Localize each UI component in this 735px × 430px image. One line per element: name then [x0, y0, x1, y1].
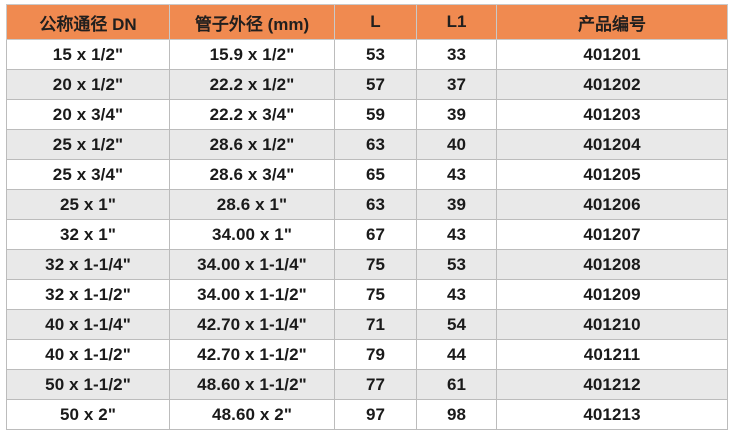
cell-product-number: 401208	[496, 249, 728, 280]
cell-nominal-diameter: 15 x 1/2"	[6, 39, 170, 70]
cell-product-number: 401209	[496, 279, 728, 310]
cell-pipe-outer-diameter: 22.2 x 3/4"	[169, 99, 335, 130]
cell-pipe-outer-diameter: 28.6 x 3/4"	[169, 159, 335, 190]
column-header-l: L	[334, 4, 417, 40]
cell-product-number: 401205	[496, 159, 728, 190]
cell-l: 75	[334, 249, 417, 280]
cell-l1: 39	[416, 189, 497, 220]
column-header-product-number: 产品编号	[496, 4, 728, 40]
cell-product-number: 401210	[496, 309, 728, 340]
cell-nominal-diameter: 20 x 3/4"	[6, 99, 170, 130]
cell-product-number: 401202	[496, 69, 728, 100]
cell-product-number: 401206	[496, 189, 728, 220]
cell-pipe-outer-diameter: 15.9 x 1/2"	[169, 39, 335, 70]
cell-pipe-outer-diameter: 28.6 x 1"	[169, 189, 335, 220]
cell-product-number: 401204	[496, 129, 728, 160]
table-row: 50 x 1-1/2" 48.60 x 1-1/2" 77 61 401212	[6, 369, 728, 400]
cell-l: 53	[334, 39, 417, 70]
column-header-nominal-diameter: 公称通径 DN	[6, 4, 170, 40]
table-row: 20 x 1/2" 22.2 x 1/2" 57 37 401202	[6, 69, 728, 100]
cell-l1: 37	[416, 69, 497, 100]
cell-l1: 33	[416, 39, 497, 70]
cell-product-number: 401201	[496, 39, 728, 70]
cell-nominal-diameter: 40 x 1-1/2"	[6, 339, 170, 370]
cell-l: 79	[334, 339, 417, 370]
cell-nominal-diameter: 25 x 3/4"	[6, 159, 170, 190]
table-row: 20 x 3/4" 22.2 x 3/4" 59 39 401203	[6, 99, 728, 130]
table-row: 15 x 1/2" 15.9 x 1/2" 53 33 401201	[6, 39, 728, 70]
cell-nominal-diameter: 32 x 1"	[6, 219, 170, 250]
cell-pipe-outer-diameter: 34.00 x 1"	[169, 219, 335, 250]
cell-pipe-outer-diameter: 34.00 x 1-1/4"	[169, 249, 335, 280]
table-header: 公称通径 DN 管子外径 (mm) L L1 产品编号	[6, 4, 728, 40]
cell-nominal-diameter: 25 x 1"	[6, 189, 170, 220]
table-row: 25 x 1/2" 28.6 x 1/2" 63 40 401204	[6, 129, 728, 160]
cell-l: 67	[334, 219, 417, 250]
cell-pipe-outer-diameter: 34.00 x 1-1/2"	[169, 279, 335, 310]
column-header-l1: L1	[416, 4, 497, 40]
cell-l1: 54	[416, 309, 497, 340]
cell-nominal-diameter: 50 x 2"	[6, 399, 170, 430]
table-row: 32 x 1-1/4" 34.00 x 1-1/4" 75 53 401208	[6, 249, 728, 280]
cell-nominal-diameter: 20 x 1/2"	[6, 69, 170, 100]
cell-l: 63	[334, 129, 417, 160]
cell-pipe-outer-diameter: 48.60 x 1-1/2"	[169, 369, 335, 400]
cell-l1: 43	[416, 159, 497, 190]
cell-l1: 44	[416, 339, 497, 370]
table-row: 25 x 1" 28.6 x 1" 63 39 401206	[6, 189, 728, 220]
cell-nominal-diameter: 50 x 1-1/2"	[6, 369, 170, 400]
cell-pipe-outer-diameter: 42.70 x 1-1/2"	[169, 339, 335, 370]
table-body: 15 x 1/2" 15.9 x 1/2" 53 33 401201 20 x 1/2" 2…	[6, 39, 728, 430]
cell-l: 63	[334, 189, 417, 220]
cell-l1: 98	[416, 399, 497, 430]
cell-product-number: 401211	[496, 339, 728, 370]
cell-pipe-outer-diameter: 28.6 x 1/2"	[169, 129, 335, 160]
table-row: 40 x 1-1/2" 42.70 x 1-1/2" 79 44 401211	[6, 339, 728, 370]
table-row: 32 x 1-1/2" 34.00 x 1-1/2" 75 43 401209	[6, 279, 728, 310]
cell-l1: 40	[416, 129, 497, 160]
cell-pipe-outer-diameter: 48.60 x 2"	[169, 399, 335, 430]
table-row: 40 x 1-1/4" 42.70 x 1-1/4" 71 54 401210	[6, 309, 728, 340]
table-row: 25 x 3/4" 28.6 x 3/4" 65 43 401205	[6, 159, 728, 190]
cell-l1: 61	[416, 369, 497, 400]
cell-nominal-diameter: 32 x 1-1/4"	[6, 249, 170, 280]
cell-product-number: 401212	[496, 369, 728, 400]
cell-pipe-outer-diameter: 22.2 x 1/2"	[169, 69, 335, 100]
cell-l: 75	[334, 279, 417, 310]
cell-product-number: 401203	[496, 99, 728, 130]
cell-nominal-diameter: 25 x 1/2"	[6, 129, 170, 160]
cell-l1: 43	[416, 219, 497, 250]
header-row: 公称通径 DN 管子外径 (mm) L L1 产品编号	[6, 4, 728, 40]
cell-nominal-diameter: 40 x 1-1/4"	[6, 309, 170, 340]
cell-l: 77	[334, 369, 417, 400]
cell-l1: 43	[416, 279, 497, 310]
cell-l: 71	[334, 309, 417, 340]
cell-l: 57	[334, 69, 417, 100]
pipe-fitting-spec-table: 公称通径 DN 管子外径 (mm) L L1 产品编号 15 x 1/2" 15.…	[6, 4, 728, 430]
cell-nominal-diameter: 32 x 1-1/2"	[6, 279, 170, 310]
cell-l: 97	[334, 399, 417, 430]
table-row: 32 x 1" 34.00 x 1" 67 43 401207	[6, 219, 728, 250]
cell-l: 65	[334, 159, 417, 190]
table-row: 50 x 2" 48.60 x 2" 97 98 401213	[6, 399, 728, 430]
cell-l1: 39	[416, 99, 497, 130]
cell-product-number: 401213	[496, 399, 728, 430]
cell-l: 59	[334, 99, 417, 130]
column-header-pipe-outer-diameter: 管子外径 (mm)	[169, 4, 335, 40]
cell-pipe-outer-diameter: 42.70 x 1-1/4"	[169, 309, 335, 340]
cell-l1: 53	[416, 249, 497, 280]
cell-product-number: 401207	[496, 219, 728, 250]
